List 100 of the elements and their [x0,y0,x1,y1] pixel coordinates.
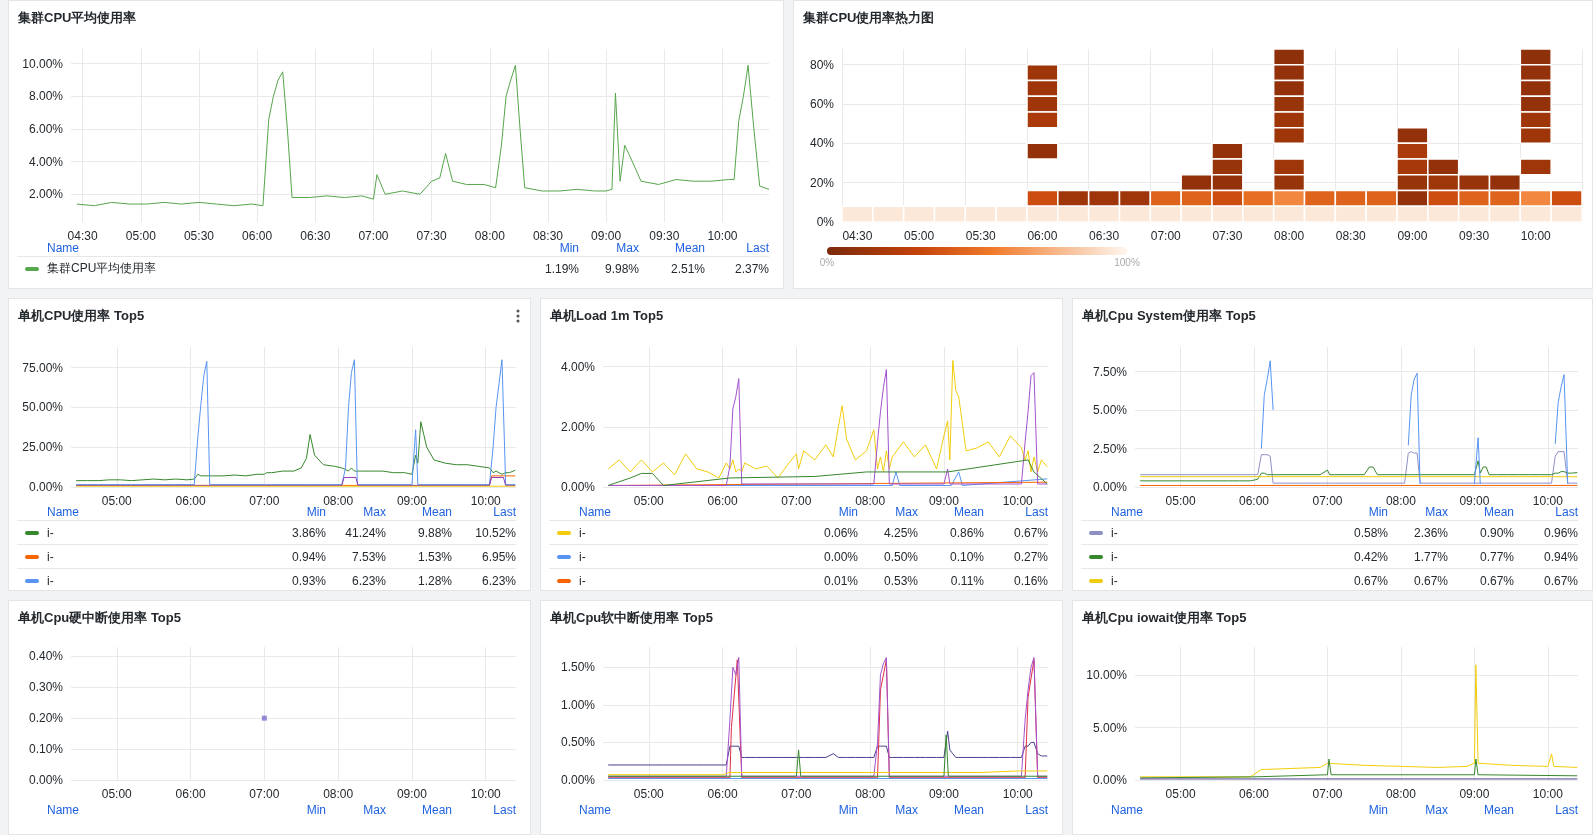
text: 0.67% [1352,573,1388,588]
x-tick-label: 08:00 [1385,787,1417,801]
x-tick-label: 07:00 [1312,494,1343,508]
x-tick-label: 08:00 [323,494,354,508]
x-tick-label: 10:00 [470,787,502,801]
text: Max [615,240,639,255]
text: Name [1111,504,1144,519]
y-tick-label: 40% [809,136,835,151]
x-tick-label: 08:00 [474,229,506,243]
x-tick-label: 09:00 [928,787,960,801]
text: 0.01% [822,573,858,588]
x-tick-label: 09:00 [396,787,428,801]
y-tick-label: 10.00% [22,56,64,71]
y-tick-label: 5.00% [1092,720,1128,735]
y-tick-label: 0.50% [560,735,596,750]
x-tick-label: 07:00 [249,787,280,801]
chart-title: 单机Load 1m Top5 [550,307,664,325]
x-tick-label: 05:00 [125,229,157,243]
y-tick-label: 2.00% [560,419,596,434]
text: Name [46,802,80,817]
y-tick-label: 80% [809,57,835,72]
y-tick-label: 0.00% [1092,480,1128,494]
text: Mean [420,802,452,817]
y-tick-label: 4.00% [28,154,64,169]
text: Last [1024,802,1048,817]
text: Min [1368,504,1388,519]
text: 0.11% [949,573,984,588]
text: Mean [952,802,984,817]
x-tick-label: 10:00 [707,229,738,243]
x-tick-label: 06:00 [1239,787,1270,801]
text: Min [306,504,326,519]
chart-title: 单机Cpu System使用率 Top5 [1082,307,1256,325]
x-tick-label: 07:00 [1312,787,1343,801]
legend-label: 集群CPU平均使用率 [46,260,158,277]
x-tick-label: 10:00 [1532,787,1564,801]
text: 0.27% [1012,549,1048,564]
x-tick-label: 06:00 [1239,494,1270,508]
chart-title: 集群CPU平均使用率 [18,9,137,27]
x-tick-label: 05:00 [904,229,935,243]
text: Max [362,802,386,817]
text: 0.16% [1012,573,1048,588]
y-tick-label: 5.00% [1092,403,1128,418]
text: Last [746,240,769,255]
x-tick-label: 07:00 [1150,229,1182,243]
text: Name [579,504,612,519]
x-tick-label: 08:00 [1385,494,1417,508]
legend-label: i- [1110,525,1119,540]
x-tick-label: 06:00 [707,787,738,801]
text: 2.51% [669,261,705,276]
x-tick-label: 06:00 [707,494,738,508]
x-tick-label: 05:00 [1165,787,1196,801]
chart-title: 集群CPU使用率热力图 [803,9,935,27]
y-tick-label: 2.00% [28,187,64,202]
text: 0.86% [948,525,984,540]
text: 41.24% [344,525,386,540]
text: 0.67% [1478,573,1514,588]
x-tick-label: 09:30 [649,229,680,243]
y-tick-label: 25.00% [22,440,64,455]
text: 2.36% [1412,525,1448,540]
text: Max [1425,504,1448,519]
x-tick-label: 05:30 [183,229,215,243]
x-tick-label: 05:30 [965,229,997,243]
text: 0.06% [822,525,858,540]
text: 9.98% [603,261,639,276]
x-tick-label: 08:00 [855,494,886,508]
chart-title: 单机Cpu软中断使用率 Top5 [550,609,713,627]
text: 6.23% [350,573,386,588]
y-tick-label: 0.10% [28,742,64,757]
text: Last [492,802,516,817]
text: 1.19% [543,261,579,276]
text: Name [1110,802,1144,817]
x-tick-label: 05:00 [101,787,133,801]
x-tick-label: 09:00 [591,229,622,243]
text: Min [837,802,858,817]
x-tick-label: 05:00 [633,787,665,801]
x-tick-label: 07:00 [358,229,389,243]
text: 4.25% [882,525,918,540]
x-tick-label: 05:00 [101,494,133,508]
text: 0.00% [822,549,858,564]
text: 1.53% [416,549,452,564]
text: 1.77% [1412,549,1448,564]
text: Name [578,802,612,817]
y-tick-label: 1.50% [560,660,596,675]
text: 0.93% [290,573,326,588]
text: Min [1367,802,1388,817]
legend-label: i- [578,525,587,540]
x-tick-label: 06:00 [175,494,206,508]
y-tick-label: 0.20% [28,711,64,726]
text: 10.52% [474,525,516,540]
text: 9.88% [416,525,452,540]
legend-label: i- [46,573,55,588]
text: 0.94% [290,549,326,564]
text: Mean [1482,802,1514,817]
text: 0.67% [1412,573,1448,588]
y-tick-label: 1.00% [560,697,596,712]
y-tick-label: 0.30% [28,680,64,695]
text: 0.10% [948,549,984,564]
text: Max [1424,802,1448,817]
legend-label: i- [578,573,587,588]
y-tick-label: 0.00% [560,773,596,787]
